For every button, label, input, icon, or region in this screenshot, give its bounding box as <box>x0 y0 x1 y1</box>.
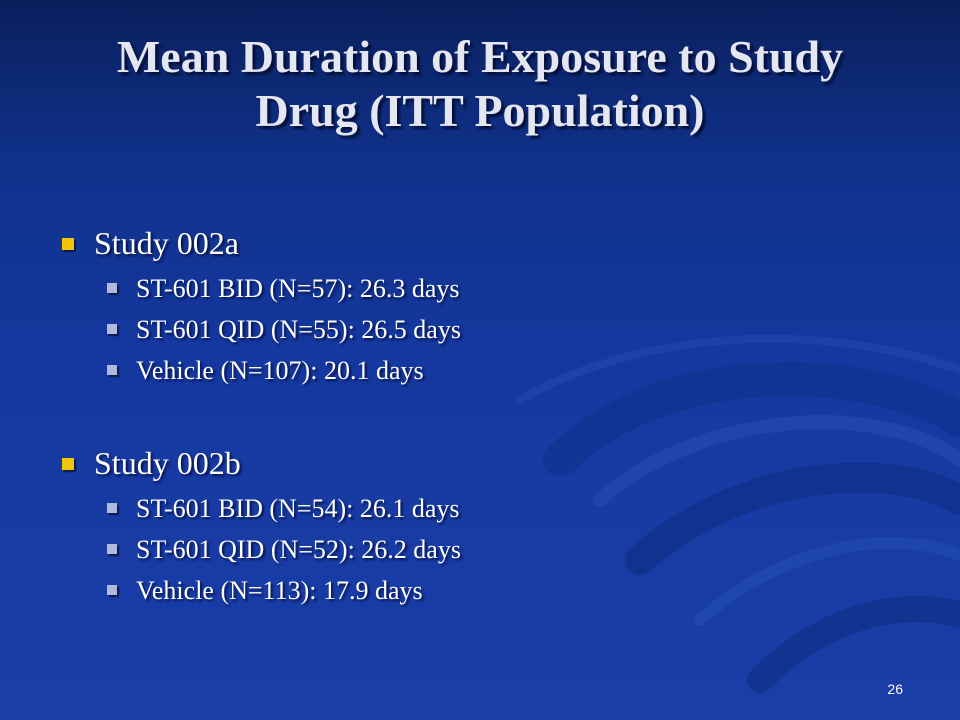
square-bullet-icon <box>107 544 117 554</box>
list-item-text: ST-601 QID (N=55): 26.5 days <box>136 315 461 344</box>
square-bullet-icon <box>107 324 117 334</box>
square-bullet-icon <box>107 503 117 513</box>
list-item-text: ST-601 QID (N=52): 26.2 days <box>136 535 461 564</box>
square-bullet-icon <box>62 458 74 470</box>
list-item: Vehicle (N=107): 20.1 days <box>58 350 918 391</box>
square-bullet-icon <box>62 238 74 250</box>
list-item-text: Vehicle (N=107): 20.1 days <box>136 356 424 385</box>
square-bullet-icon <box>107 585 117 595</box>
list-item: Vehicle (N=113): 17.9 days <box>58 570 918 611</box>
list-item-text: ST-601 BID (N=57): 26.3 days <box>136 274 460 303</box>
list-item: ST-601 QID (N=52): 26.2 days <box>58 529 918 570</box>
square-bullet-icon <box>107 365 117 375</box>
section-study-002b: Study 002b <box>58 443 918 483</box>
section-label: Study 002b <box>94 445 241 481</box>
list-item: ST-601 QID (N=55): 26.5 days <box>58 309 918 350</box>
title-line-2: Drug (ITT Population) <box>255 85 705 136</box>
list-item-text: ST-601 BID (N=54): 26.1 days <box>136 494 460 523</box>
list-item: ST-601 BID (N=57): 26.3 days <box>58 268 918 309</box>
title-line-1: Mean Duration of Exposure to Study <box>116 31 844 82</box>
section-study-002a: Study 002a <box>58 223 918 263</box>
bullet-list: Study 002a ST-601 BID (N=57): 26.3 days … <box>58 223 918 611</box>
square-bullet-icon <box>107 283 117 293</box>
slide-title: Mean Duration of Exposure to Study Drug … <box>0 30 960 138</box>
list-item: ST-601 BID (N=54): 26.1 days <box>58 488 918 529</box>
page-number: 26 <box>887 681 903 697</box>
section-label: Study 002a <box>94 225 239 261</box>
list-item-text: Vehicle (N=113): 17.9 days <box>136 576 423 605</box>
